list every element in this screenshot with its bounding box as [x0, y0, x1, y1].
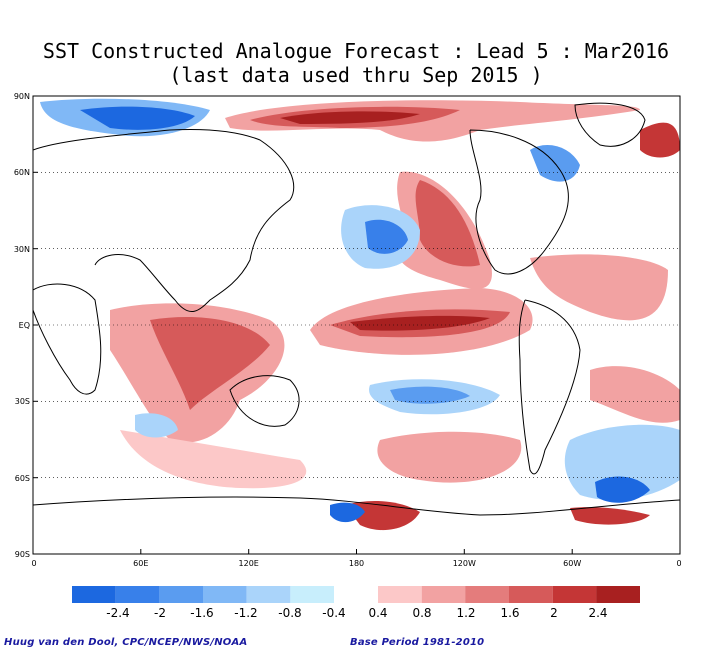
warm-anomaly-equatorial-pacific-peak [350, 315, 490, 331]
cold-anomaly-south-atlantic [564, 424, 680, 500]
colorbar-label-pos-0.8: 0.8 [412, 606, 431, 620]
lon-label-0: 0 [31, 559, 36, 568]
lon-label-0-east: 0 [676, 559, 681, 568]
map-subtitle: (last data used thru Sep 2015 ) [169, 63, 543, 87]
coast-eurasia [33, 129, 295, 312]
colorbar-swatch-negative-6 [290, 586, 334, 603]
lat-label-30n: 30N [14, 245, 30, 254]
warm-anomaly-ross-sea [345, 500, 420, 531]
lon-label-120e: 120E [239, 559, 259, 568]
colorbar-label-neg-1.6: -1.6 [190, 606, 213, 620]
lat-label-60s: 60S [15, 474, 30, 483]
colorbar-negative [72, 586, 334, 603]
lat-label-90s: 90S [15, 550, 30, 559]
colorbar-label-pos-1.2: 1.2 [456, 606, 475, 620]
map-title: SST Constructed Analogue Forecast : Lead… [42, 39, 670, 63]
cold-anomaly-south-pacific-core [390, 386, 470, 404]
colorbar-swatch-positive-2 [421, 586, 466, 603]
cold-anomaly-south-indian [135, 413, 178, 438]
colorbar-swatch-negative-5 [246, 586, 291, 603]
coast-north-america [469, 129, 569, 275]
colorbar-swatch-negative-4 [203, 586, 247, 603]
coastlines [33, 102, 680, 516]
coast-africa [33, 283, 102, 395]
warm-anomaly-south-atlantic [590, 366, 680, 423]
colorbar-swatch-negative-1 [72, 586, 116, 603]
lat-label-30s: 30S [15, 397, 30, 406]
coast-greenland [574, 102, 646, 147]
warm-anomaly-southern-ocean [120, 430, 307, 489]
colorbar-swatch-negative-3 [159, 586, 203, 603]
colorbar-label-pos-0.4: 0.4 [368, 606, 387, 620]
colorbar-swatch-positive-5 [552, 586, 597, 603]
lon-label-60e: 60E [133, 559, 148, 568]
anomaly-field [33, 98, 680, 531]
warm-anomaly-weddell [570, 507, 650, 525]
lat-label-90n: 90N [14, 92, 30, 101]
lat-label-eq: EQ [19, 321, 30, 330]
colorbar-label-neg-2: -2 [154, 606, 166, 620]
lon-label-180: 180 [349, 559, 364, 568]
colorbar-label-neg-0.8: -0.8 [278, 606, 301, 620]
lon-label-120w: 120W [453, 559, 476, 568]
warm-anomaly-atlantic [530, 254, 668, 321]
axis-ticks [32, 95, 681, 555]
colorbar-label-pos-2.4: 2.4 [588, 606, 607, 620]
warm-anomaly-north-pacific-core [415, 180, 480, 267]
colorbar-swatch-positive-4 [509, 586, 553, 603]
colorbar-positive [378, 586, 640, 603]
colorbar-label-pos-1.6: 1.6 [500, 606, 519, 620]
colorbar-label-neg-0.4: -0.4 [322, 606, 345, 620]
colorbar: -2.4 -2 -1.6 -1.2 -0.8 -0.4 0.4 0.8 1.2 … [72, 586, 640, 620]
warm-anomaly-indian-ocean-core [150, 317, 270, 410]
colorbar-label-neg-2.4: -2.4 [106, 606, 129, 620]
colorbar-label-neg-1.2: -1.2 [234, 606, 257, 620]
credit-text: Huug van den Dool, CPC/NCEP/NWS/NOAA [4, 637, 248, 648]
warm-anomaly-arctic-peak [280, 111, 420, 124]
lon-label-60w: 60W [563, 559, 581, 568]
warm-anomaly-south-pacific [377, 431, 522, 483]
colorbar-label-pos-2: 2 [550, 606, 558, 620]
colorbar-swatch-negative-2 [115, 586, 160, 603]
colorbar-swatch-positive-3 [465, 586, 509, 603]
coast-antarctica [33, 496, 680, 516]
lat-label-60n: 60N [14, 168, 30, 177]
cold-anomaly-beaufort-core [80, 106, 195, 130]
base-period-text: Base Period 1981-2010 [350, 637, 485, 648]
cold-anomaly-amundsen [330, 502, 365, 523]
cold-anomaly-north-pacific-core [365, 219, 408, 254]
coast-australia [229, 375, 300, 427]
warm-anomaly-greenland-sea [640, 122, 680, 158]
coast-south-america [518, 299, 581, 475]
cold-anomaly-south-atlantic-core [595, 476, 650, 503]
colorbar-swatch-positive-6 [596, 586, 640, 603]
colorbar-swatch-positive-1 [378, 586, 422, 603]
